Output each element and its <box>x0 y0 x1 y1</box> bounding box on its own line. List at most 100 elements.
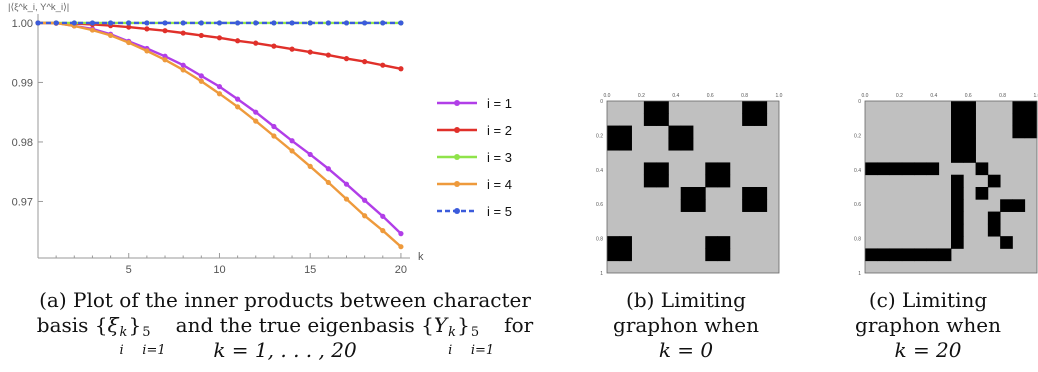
data-point <box>343 20 350 26</box>
data-point <box>107 32 114 39</box>
top-tick-label: 0.2 <box>638 93 645 99</box>
data-point <box>198 32 204 39</box>
graphon-cell <box>877 162 890 176</box>
graphon-cell <box>963 150 976 163</box>
caption-c-line2: graphon when <box>855 313 1001 337</box>
legend-marker <box>454 154 460 160</box>
top-tick-label: 0.4 <box>672 93 679 99</box>
left-tick-label: 0.8 <box>854 237 861 243</box>
data-point <box>398 244 404 250</box>
data-point <box>271 20 277 26</box>
top-tick-label: 1.0 <box>776 93 783 99</box>
data-point <box>362 197 368 203</box>
graphon-cell <box>951 113 964 126</box>
graphon-cell <box>717 162 731 176</box>
graphon-cell <box>1012 113 1026 126</box>
graphon-cell <box>963 113 976 126</box>
graphon-cell <box>889 248 903 262</box>
x-tick-label: 20 <box>395 264 407 276</box>
data-point <box>162 53 168 59</box>
data-point <box>325 20 331 26</box>
data-point <box>398 20 404 26</box>
graphon-cell <box>987 211 1001 225</box>
graphon-cell <box>607 137 620 151</box>
left-tick-label: 0.2 <box>854 133 861 139</box>
data-point <box>380 20 386 26</box>
data-point <box>162 57 168 63</box>
data-point <box>343 181 350 187</box>
data-point <box>144 20 150 26</box>
data-point <box>325 52 331 58</box>
graphon-cell <box>987 174 1001 188</box>
data-point <box>235 20 241 26</box>
left-tick-label: 0 <box>600 99 603 105</box>
data-point <box>380 62 386 68</box>
left-tick-label: 1 <box>600 271 603 277</box>
series-line-1 <box>37 21 402 235</box>
graphon-cell <box>1000 236 1013 249</box>
caption-a-line1: (a) Plot of the inner products between c… <box>39 288 531 312</box>
left-tick-label: 0.6 <box>596 202 603 208</box>
legend-marker <box>454 100 460 106</box>
data-point <box>144 26 150 32</box>
top-tick-label: 0.0 <box>862 93 869 99</box>
data-point <box>398 231 404 237</box>
caption-b-line1: (b) Limiting <box>626 288 746 312</box>
data-point <box>380 213 386 219</box>
data-point <box>162 28 168 34</box>
graphon-cell <box>680 137 694 151</box>
graphon-cell <box>975 187 989 200</box>
caption-b-line2: graphon when <box>613 313 759 337</box>
graphon-cell <box>619 125 632 139</box>
caption-c: (c) Limiting graphon when k = 20 <box>818 288 1038 363</box>
graphon-cell <box>914 162 927 176</box>
graphon-cell <box>951 187 964 200</box>
top-tick-label: 0.6 <box>707 93 714 99</box>
graphon-cell <box>1012 199 1026 212</box>
graphon-cell <box>754 113 768 126</box>
data-point <box>289 20 295 26</box>
data-point <box>180 30 186 36</box>
graphon-cell <box>643 113 657 126</box>
data-point <box>71 20 77 26</box>
graphon-cell <box>1024 101 1038 114</box>
top-tick-label: 0.8 <box>999 93 1006 99</box>
graphon-cell <box>668 125 682 139</box>
data-point <box>235 38 241 44</box>
graphon-cell <box>938 248 952 262</box>
graphon-k0-heatmap: 0.0 0.2 0.4 0.6 0.8 1.0 0 0.2 0.4 0.6 0.8 1 <box>596 93 783 277</box>
x-tick-label: 15 <box>304 264 316 276</box>
graphon-cell <box>901 248 915 262</box>
top-tick-label: 0.0 <box>604 93 611 99</box>
data-point <box>126 24 132 30</box>
data-point <box>216 91 223 97</box>
graphon-cell <box>963 101 976 114</box>
graphon-frame <box>864 100 1038 274</box>
graphon-cell <box>926 248 940 262</box>
x-axis-label: k <box>418 251 424 263</box>
data-point <box>107 20 114 26</box>
y-tick-label: 0.97 <box>12 196 33 208</box>
legend-label-2: i = 2 <box>487 123 512 138</box>
legend-marker <box>454 181 460 187</box>
graphon-cell <box>619 248 632 262</box>
graphon-cell <box>754 101 768 114</box>
graphon-cell <box>914 248 927 262</box>
data-point <box>307 163 313 169</box>
data-point <box>253 40 259 46</box>
graphon-cell <box>705 236 718 249</box>
graphon-k20-heatmap: 0.0 0.2 0.4 0.6 0.8 1.0 0 0.2 0.4 0.6 0.8 1 <box>854 93 1038 277</box>
graphon-cell <box>643 162 657 176</box>
graphon-cell <box>951 101 964 114</box>
legend-marker <box>454 208 460 214</box>
data-point <box>271 133 277 139</box>
data-point <box>53 20 59 26</box>
legend-label-1: i = 1 <box>487 96 512 111</box>
graphon-cell <box>951 150 964 163</box>
caption-c-line3: k = 20 <box>894 338 962 362</box>
caption-b: (b) Limiting graphon when k = 0 <box>576 288 796 363</box>
graphon-cell <box>951 125 964 139</box>
top-tick-label: 1.0 <box>1034 93 1038 99</box>
graphon-cell <box>693 187 706 200</box>
legend-label-5: i = 5 <box>487 204 512 219</box>
